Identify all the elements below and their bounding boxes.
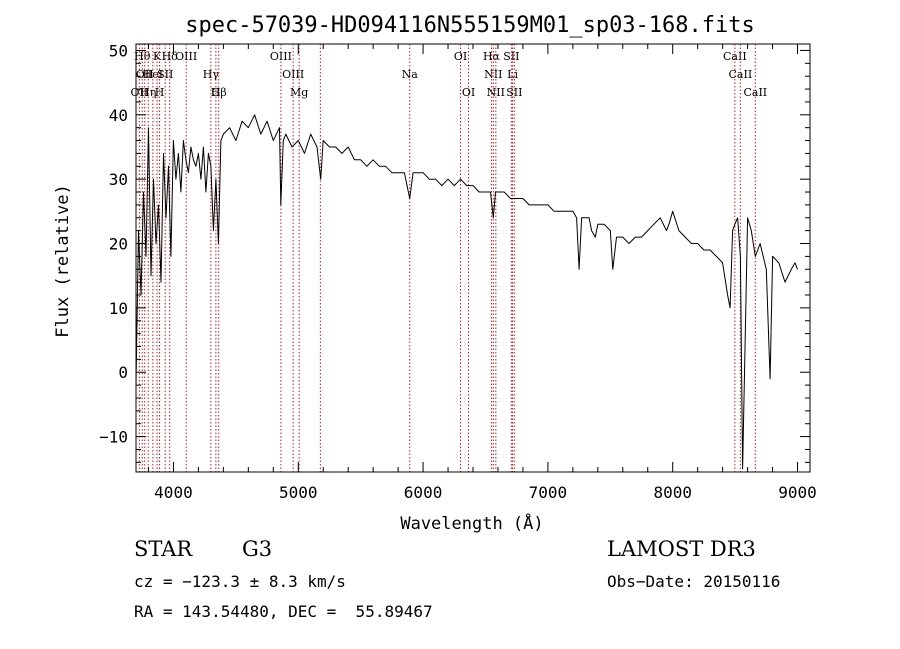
line-marker-label-25: SII [506,86,522,99]
line-marker-label-0: OII [131,86,149,99]
line-marker-label-23: SII [503,50,519,63]
line-marker-label-22: NII [487,86,505,99]
line-marker-label-4: HeI [143,68,163,81]
chart-title: spec-57039-HD094116N555159M01_sp03-168.f… [185,13,755,38]
line-marker-label-1: Hθ [134,50,151,63]
x-tick-label-4: 8000 [653,483,692,502]
plot-frame [135,43,811,473]
object-class: STAR [134,537,193,561]
line-marker-layer: OIIHθOIIHηHeIKHSIIHδOIIIHγGHβOIIIOIIIMgN… [131,44,767,472]
y-tick-label-2: 10 [109,299,128,318]
x-tick-label-1: 5000 [279,483,318,502]
line-marker-label-3: Hη [140,86,156,99]
y-axis-label: Flux (relative) [53,184,73,338]
y-tick-label-5: 40 [109,106,128,125]
line-marker-label-12: Hβ [211,86,227,99]
line-marker-label-7: SII [157,68,173,81]
x-axis-label: Wavelength (Å) [400,512,543,534]
object-subclass: G3 [242,537,273,561]
line-marker-label-8: Hδ [162,50,179,63]
line-marker-label-9: OIII [175,50,197,63]
y-tick-label-3: 20 [109,235,128,254]
line-marker-label-21: NII [484,68,502,81]
spectrum-layer [135,114,798,470]
line-marker-label-28: CaII [743,86,767,99]
redshift-velocity: cz = −123.3 ± 8.3 km/s [134,572,346,591]
spectrum-line [135,114,798,470]
y-tick-label-0: −10 [99,428,128,447]
x-tick-label-3: 7000 [529,483,568,502]
line-marker-label-10: Hγ [203,68,220,81]
line-marker-label-17: Na [402,68,419,81]
x-tick-label-5: 9000 [778,483,817,502]
line-marker-label-20: Hα [483,50,501,63]
axes-layer: 4000 5000 6000 7000 8000 9000 −10 0 10 20 30 40 50 [99,41,817,502]
line-marker-label-26: CaII [723,50,747,63]
line-marker-label-24: Li [507,68,518,81]
line-marker-label-6: H [155,86,165,99]
sky-coordinates: RA = 143.54480, DEC = 55.89467 [134,602,433,621]
y-tick-label-4: 30 [109,170,128,189]
line-marker-label-14: OIII [282,68,304,81]
y-tick-label-1: 0 [118,363,128,382]
observation-date: Obs−Date: 20150116 [607,572,781,591]
survey-release: LAMOST DR3 [607,537,756,561]
line-marker-label-11: G [211,86,220,99]
line-marker-label-27: CaII [729,68,753,81]
line-marker-label-2: OII [136,68,154,81]
line-marker-label-5: K [153,50,162,63]
x-tick-label-0: 4000 [154,483,193,502]
x-tick-label-2: 6000 [404,483,443,502]
line-marker-label-19: OI [462,86,475,99]
line-marker-label-18: OI [454,50,467,63]
y-tick-label-6: 50 [109,41,128,60]
line-marker-label-13: OIII [270,50,292,63]
line-marker-label-15: Mg [290,86,308,99]
